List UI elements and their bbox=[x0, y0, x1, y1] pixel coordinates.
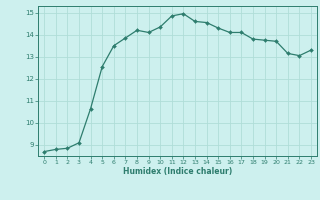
X-axis label: Humidex (Indice chaleur): Humidex (Indice chaleur) bbox=[123, 167, 232, 176]
